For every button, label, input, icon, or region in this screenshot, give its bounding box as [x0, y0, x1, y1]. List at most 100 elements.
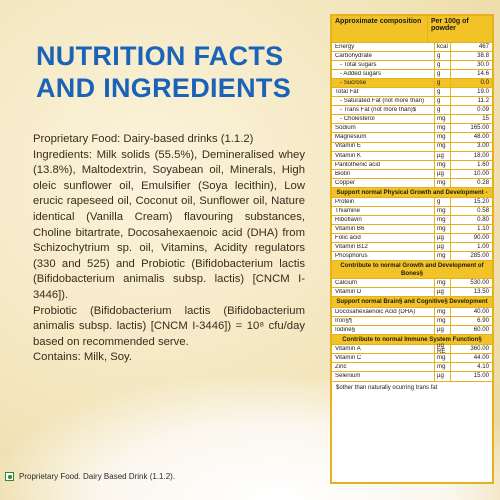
proprietary-food-line: Proprietary Food: Dairy-based drinks (1.… [33, 133, 254, 145]
nutrient-unit: g [434, 198, 450, 207]
nutrient-value: 165.00 [450, 124, 492, 133]
nutrient-value: 285.00 [450, 252, 492, 261]
nutrient-unit: µg [434, 325, 450, 334]
nutrient-group-bones: Calcium mg 530.00 Vitamin D µg 13.50 [332, 279, 492, 298]
nutrient-row: Iron§¶ mg 6.90 [332, 316, 492, 326]
nutrient-unit: µg RE [434, 343, 450, 355]
nutrient-unit: mg [434, 307, 450, 316]
nutrient-name: - Cholesterol [340, 116, 375, 123]
nutrient-row: Riboflavin mg 0.80 [332, 216, 492, 226]
nutrient-row: Docosahexaenoic Acid (DHA) mg 40.00 [332, 307, 492, 317]
nutrient-unit: µg [434, 243, 450, 252]
footnote-text: Proprietary Food. Dairy Based Drink (1.1… [19, 472, 176, 481]
nutrient-value: 11.2 [450, 97, 492, 106]
nutrient-unit: mg [434, 178, 450, 187]
nutrient-row: Sodium mg 165.00 [332, 124, 492, 134]
nutrient-name: Vitamin C [335, 355, 362, 362]
nutrient-name: - Added sugars [340, 71, 381, 78]
nutrient-row: - Total sugars g 30.0 [332, 61, 492, 71]
nutrient-row: Thiamine mg 0.58 [332, 207, 492, 217]
nutrient-value: 0.58 [450, 207, 492, 216]
nutrient-row: Vitamin B6 mg 1.10 [332, 225, 492, 235]
nutrient-row: Zinc mg 4.10 [332, 363, 492, 373]
section-bones: Contribute to normal Growth and Developm… [332, 261, 492, 280]
nutrient-unit: g [434, 88, 450, 97]
nutrient-row: Phosphorus mg 285.00 [332, 252, 492, 262]
nutrient-unit: mg [434, 216, 450, 225]
section-immune: Contribute to normal Immune System Funct… [332, 334, 492, 346]
nutrient-name: Vitamin E [335, 143, 361, 150]
nutrient-name: Calcium [335, 280, 358, 287]
nutrient-name: - Trans Fat (not more than)$ [340, 107, 417, 114]
nutrient-value: 40.00 [450, 307, 492, 316]
nutrient-value: 60.00 [450, 325, 492, 334]
table-footnote: $other than naturally ocurring trans fat [336, 384, 438, 391]
nutrient-name: - Saturated Fat (not more than) [340, 98, 424, 105]
nutrient-unit: mg [434, 252, 450, 261]
nutrient-row: Pantothenic acid mg 1.60 [332, 160, 492, 170]
nutrient-row: Vitamin K µg 18.00 [332, 151, 492, 161]
nutrient-row: Vitamin A µg RE 360.00 [332, 343, 492, 355]
nutrient-row: Total Fat g 19.0 [332, 88, 492, 98]
nutrient-value: 30.0 [450, 61, 492, 70]
nutrient-value: 14.6 [450, 70, 492, 79]
nutrient-row: Biotin µg 10.00 [332, 169, 492, 179]
nutrient-value: 1.10 [450, 225, 492, 234]
probiotic-paragraph: Probiotic (Bifidobacterium lactis (Bifid… [33, 304, 305, 348]
nutrient-value: 1.00 [450, 243, 492, 252]
nutrient-row: Magnesium mg 48.00 [332, 133, 492, 143]
page-title: NUTRITION FACTS AND INGREDIENTS [36, 40, 291, 104]
title-line-2: AND INGREDIENTS [36, 73, 292, 103]
nutrient-value: 38.8 [450, 52, 492, 61]
nutrient-unit: mg [434, 133, 450, 142]
section-brain: Support normal Brain§ and Cognitive§ Dev… [332, 297, 492, 308]
nutrient-value: 0.09 [450, 106, 492, 115]
nutrient-name: Protein [335, 199, 355, 206]
nutrient-unit: µg [434, 151, 450, 160]
nutrient-row: - Trans Fat (not more than)$ g 0.09 [332, 106, 492, 116]
nutrient-name: Carbohydrate [335, 53, 372, 60]
nutrient-unit: mg [434, 160, 450, 169]
nutrient-name: Magnesium [335, 134, 367, 141]
ingredients-paragraph: Ingredients: Milk solids (55.5%), Demine… [33, 148, 305, 301]
nutrient-name: Docosahexaenoic Acid (DHA) [335, 308, 416, 315]
nutrient-value: 1.60 [450, 160, 492, 169]
nutrient-unit: µg [434, 234, 450, 243]
nutrient-value: 6.90 [450, 316, 492, 325]
footnote: Proprietary Food. Dairy Based Drink (1.1… [5, 472, 175, 481]
nutrient-name: Iron§¶ [335, 317, 353, 324]
nutrient-row: - Cholesterol mg 15 [332, 115, 492, 125]
nutrient-unit: mg [434, 225, 450, 234]
nutrient-row: Carbohydrate g 38.8 [332, 52, 492, 62]
nutrient-value: 15.20 [450, 198, 492, 207]
nutrient-value: 19.0 [450, 88, 492, 97]
nutrient-row: - Saturated Fat (not more than) g 11.2 [332, 97, 492, 107]
nutrient-unit: mg [434, 279, 450, 288]
nutrient-value: 13.50 [450, 288, 492, 297]
nutrient-name: - Sucrose [340, 80, 367, 87]
nutrient-name: Thiamine [335, 208, 361, 215]
nutrient-unit: mg [434, 363, 450, 372]
nutrient-row: Vitamin D µg 13.50 [332, 288, 492, 298]
nutrient-row: - Sucrose g 0.0 [332, 79, 492, 89]
section-growth: Support normal Physical Growth and Devel… [332, 187, 492, 199]
nutrient-name: Vitamin K [335, 152, 361, 159]
allergen-line: Contains: Milk, Soy. [33, 351, 132, 364]
nutrient-row: Vitamin B12 µg 1.00 [332, 243, 492, 253]
nutrient-unit: kcal [434, 43, 450, 52]
nutrient-value: 10.00 [450, 169, 492, 178]
ingredients-text: Proprietary Food: Dairy-based drinks (1.… [33, 132, 305, 366]
nutrition-table: Approximate composition Per 100g of powd… [330, 14, 494, 484]
nutrient-row: Protein g 15.20 [332, 198, 492, 208]
nutrient-name: Selenium [335, 373, 361, 380]
nutrient-name: Phosphorus [335, 253, 368, 260]
nutrient-row: Calcium mg 530.00 [332, 279, 492, 289]
nutrient-name: Vitamin B6 [335, 226, 365, 233]
nutrient-unit: g [434, 79, 450, 88]
nutrient-row: Vitamin E mg 3.00 [332, 142, 492, 152]
nutrient-unit: g [434, 52, 450, 61]
nutrient-group-general: Energy kcal 467 Carbohydrate g 38.8- Total su… [332, 43, 492, 188]
nutrient-unit: mg [434, 207, 450, 216]
nutrient-unit: µg [434, 288, 450, 297]
nutrient-row: Copper mg 0.28 [332, 178, 492, 188]
